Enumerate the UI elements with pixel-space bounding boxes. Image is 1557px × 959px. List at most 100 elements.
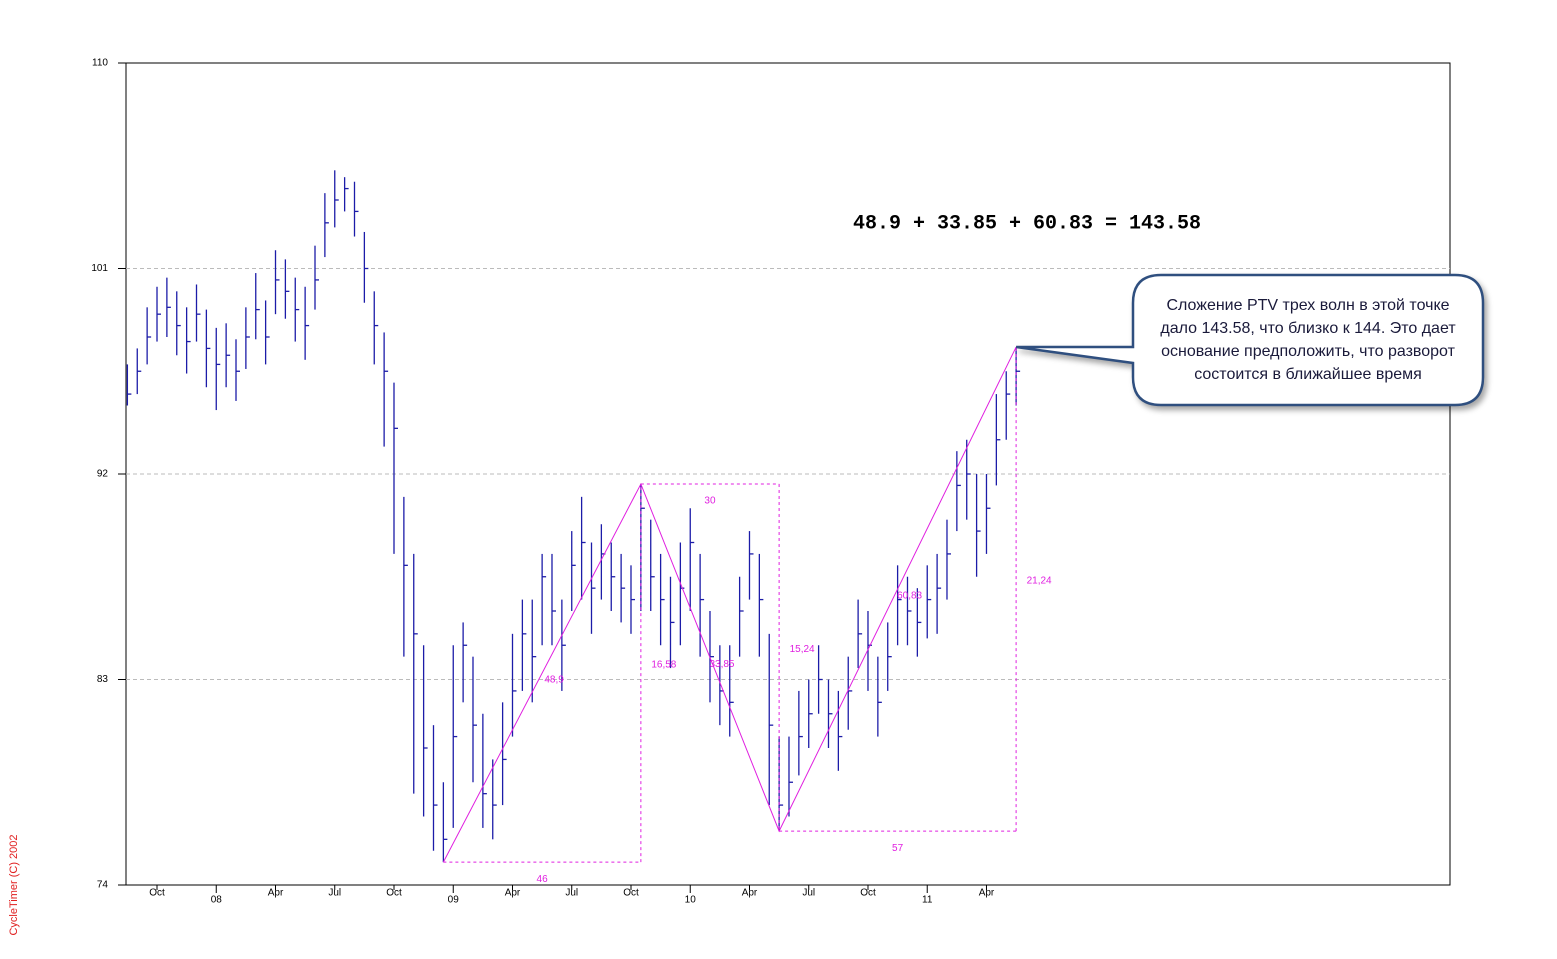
ohlc-bar bbox=[304, 286, 310, 360]
ohlc-bar bbox=[541, 553, 547, 646]
ohlc-bar bbox=[442, 782, 448, 863]
ohlc-bar bbox=[620, 553, 626, 623]
ohlc-bar bbox=[610, 542, 616, 611]
y-tick-label: 92 bbox=[97, 469, 109, 480]
ohlc-bar bbox=[403, 496, 408, 657]
x-tick-label: Apr bbox=[742, 888, 758, 899]
ohlc-bar bbox=[936, 553, 942, 634]
ohlc-bar bbox=[788, 736, 793, 817]
ohlc-bar bbox=[650, 519, 655, 611]
ohlc-bar bbox=[482, 713, 487, 828]
ohlc-bar bbox=[255, 273, 260, 340]
ohlc-bar bbox=[264, 300, 270, 365]
y-tick-label: 74 bbox=[97, 880, 109, 891]
ohlc-bar bbox=[511, 633, 517, 737]
ohlc-bar bbox=[294, 277, 300, 342]
ohlc-bar bbox=[906, 576, 912, 646]
x-tick-label: Oct bbox=[386, 888, 402, 899]
ohlc-bar bbox=[808, 679, 813, 748]
ohlc-bar bbox=[393, 382, 398, 554]
ohlc-bar bbox=[689, 508, 695, 611]
ohlc-bar bbox=[413, 553, 418, 794]
time-label: 30 bbox=[704, 496, 716, 507]
ohlc-bar bbox=[215, 327, 221, 411]
x-year-label: 08 bbox=[211, 895, 223, 906]
ohlc-bar bbox=[966, 439, 971, 520]
ohlc-bar bbox=[551, 553, 556, 646]
ohlc-bar bbox=[748, 531, 754, 600]
ohlc-bar bbox=[136, 348, 142, 395]
ohlc-bar bbox=[916, 588, 922, 657]
ohlc-bar bbox=[995, 394, 1001, 486]
ohlc-bar bbox=[926, 565, 932, 639]
ohlc-bar bbox=[827, 679, 833, 748]
x-tick-label: Oct bbox=[149, 888, 165, 899]
ohlc-bar bbox=[630, 565, 635, 634]
ohlc-bar bbox=[422, 645, 428, 817]
ohlc-bar bbox=[383, 332, 389, 447]
ohlc-bar bbox=[185, 307, 191, 374]
x-tick-label: Jul bbox=[565, 888, 578, 899]
ohlc-bar bbox=[462, 622, 468, 703]
ohlc-bar bbox=[1005, 371, 1011, 440]
ohlc-bar bbox=[245, 307, 250, 369]
ohlc-bar bbox=[580, 496, 586, 600]
time-label: 46 bbox=[537, 874, 549, 885]
ohlc-bar bbox=[590, 542, 596, 634]
ohlc-bar bbox=[501, 702, 507, 806]
leg-label: 48,9 bbox=[544, 675, 564, 686]
price-label: 21,24 bbox=[1027, 576, 1052, 587]
ohlc-bar bbox=[729, 645, 734, 737]
price-label: 15,24 bbox=[790, 644, 815, 655]
ohlc-bar bbox=[195, 284, 201, 342]
ohlc-bar bbox=[314, 245, 320, 310]
ohlc-bar bbox=[531, 599, 537, 703]
x-tick-label: Apr bbox=[268, 888, 284, 899]
ohlc-bar bbox=[472, 656, 477, 783]
ohlc-bar bbox=[798, 690, 803, 776]
ohlc-bar bbox=[699, 553, 705, 657]
formula: 48.9 + 33.85 + 60.83 = 143.58 bbox=[853, 212, 1201, 235]
callout-text: дало 143.58, что близко к 144. Это дает bbox=[1160, 320, 1456, 337]
ohlc-bar bbox=[353, 181, 359, 237]
callout-box bbox=[1015, 273, 1485, 407]
ohlc-bar bbox=[235, 339, 241, 401]
wave-line bbox=[442, 346, 1017, 863]
watermark: CycleTimer (C) 2002 bbox=[8, 834, 20, 935]
callout-text: состоится в ближайшее время bbox=[1194, 366, 1422, 383]
y-tick-label: 110 bbox=[92, 58, 108, 69]
ohlc-bar bbox=[373, 291, 379, 365]
ohlc-bar bbox=[837, 690, 843, 771]
time-label: 57 bbox=[892, 843, 904, 854]
x-tick-label: Jul bbox=[328, 888, 341, 899]
ohlc-bar bbox=[225, 323, 231, 388]
ohlc-bar bbox=[758, 553, 764, 657]
ohlc-bar bbox=[432, 725, 438, 851]
callout-text: основание предположить, что разворот bbox=[1161, 343, 1456, 360]
ohlc-bar bbox=[146, 307, 152, 365]
ohlc-bar bbox=[492, 759, 497, 840]
ohlc-bar bbox=[343, 177, 349, 212]
ohlc-bar bbox=[176, 291, 181, 356]
x-tick-label: Oct bbox=[623, 888, 639, 899]
ohlc-bar bbox=[334, 170, 339, 228]
x-year-label: 11 bbox=[922, 895, 933, 906]
x-tick-label: Jul bbox=[802, 888, 815, 899]
leg-label: 33,85 bbox=[709, 659, 734, 670]
ohlc-bar bbox=[669, 576, 675, 669]
ohlc-bar bbox=[363, 231, 369, 303]
ohlc-bar bbox=[887, 622, 892, 691]
ohlc-bar bbox=[946, 519, 951, 600]
x-year-label: 09 bbox=[448, 895, 460, 906]
ohlc-bar bbox=[975, 474, 981, 577]
ohlc-bar bbox=[985, 474, 991, 554]
ohlc-bar bbox=[126, 364, 132, 406]
x-year-label: 10 bbox=[685, 895, 697, 906]
y-tick-label: 101 bbox=[91, 263, 108, 274]
ohlc-bar bbox=[817, 645, 823, 714]
ohlc-bar bbox=[324, 193, 329, 258]
ohlc-bar bbox=[857, 599, 863, 669]
ohlc-bar bbox=[274, 250, 280, 315]
ohlc-bar bbox=[571, 531, 576, 611]
